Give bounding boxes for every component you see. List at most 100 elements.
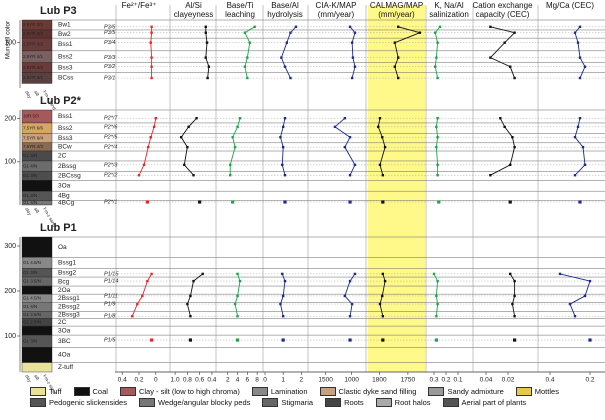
data-point: [397, 76, 400, 80]
horizon-label: 2Bssg: [58, 163, 76, 170]
profile-segment: [394, 42, 399, 58]
data-point: [513, 315, 516, 318]
profile-segment: [150, 126, 155, 138]
horizon-label: Bss2: [58, 125, 73, 132]
data-point: [348, 315, 352, 318]
munsell-label: G1 3/N: [23, 193, 37, 198]
profile-segment: [569, 295, 586, 305]
profile-segment: [189, 281, 194, 297]
x-tick-label: 0.4: [118, 377, 127, 384]
legend: Tuff Coal Clay - silt (low to high chroma)…: [30, 387, 600, 407]
sample-label: P2*/6: [104, 124, 118, 130]
profile-segment: [183, 164, 194, 176]
data-point: [235, 338, 240, 342]
y-tick-label: 100: [4, 159, 16, 166]
legend-item: Tuff: [30, 387, 62, 396]
profile-segment: [244, 57, 248, 67]
legend-item: Clay - silt (low to high chroma): [119, 387, 240, 396]
x-tick-label: 1000: [344, 377, 359, 384]
profile-segment: [577, 118, 581, 127]
profile-segment: [379, 303, 384, 317]
legend-item: Root halos: [375, 398, 431, 407]
x-tick-label: 0.2: [134, 377, 143, 384]
profile-segment: [435, 147, 439, 165]
sample-label: P1/5: [104, 338, 116, 344]
legend-swatch: [251, 387, 268, 396]
profile-segment: [207, 66, 210, 79]
data-point: [573, 136, 577, 139]
data-point: [513, 279, 516, 283]
sample-label: P1/14: [104, 279, 118, 285]
data-point: [279, 136, 282, 139]
data-point: [381, 272, 385, 276]
data-point: [350, 41, 354, 44]
x-tick-label: 0.6: [195, 377, 204, 384]
munsell-label: 2.5YR 4/1: [23, 54, 44, 59]
data-point: [377, 125, 380, 129]
data-point: [281, 315, 285, 318]
data-point: [283, 117, 287, 120]
data-point: [137, 174, 141, 177]
data-point: [378, 302, 382, 306]
legend-swatch: [119, 387, 136, 396]
munsell-label: G1 3/N: [23, 338, 37, 343]
horizon-column: [21, 362, 53, 373]
profile-segment: [577, 42, 581, 58]
data-point: [588, 338, 592, 342]
data-point: [238, 117, 242, 120]
profile-segment: [569, 303, 576, 317]
x-tick-label: 0: [263, 377, 267, 384]
profile-segment: [379, 295, 383, 305]
profile-segment: [237, 118, 241, 127]
section-title: Lub P1: [40, 222, 77, 234]
horizon-label: Bw1: [58, 22, 71, 29]
data-point: [283, 174, 287, 177]
data-point: [588, 279, 592, 283]
profile-segment: [509, 147, 516, 165]
x-tick-label: 0.04: [480, 377, 493, 384]
data-point: [578, 56, 582, 59]
profile-segment: [351, 66, 356, 79]
sample-label: P3/2: [104, 64, 115, 70]
legend-swatch: [428, 387, 445, 396]
data-point: [573, 315, 577, 318]
profile-segment: [435, 304, 439, 317]
data-point: [383, 145, 387, 149]
section-title: Lub P3: [40, 5, 77, 17]
data-point: [348, 136, 352, 139]
data-point: [573, 174, 577, 177]
data-point: [150, 338, 154, 342]
data-point: [201, 272, 204, 276]
data-point: [136, 302, 139, 306]
horizon-label: 3Oa: [58, 183, 71, 190]
munsell-label: G1 4.5/N: [23, 260, 41, 265]
munsell-label: G1 3.5/N: [23, 312, 41, 317]
data-point: [150, 65, 153, 68]
grain-size-label: clay: [24, 207, 33, 217]
profile-segment: [334, 126, 351, 138]
y-tick-label: 100: [4, 40, 16, 47]
profile-segment: [377, 118, 381, 127]
profile-segment: [579, 57, 586, 67]
data-point: [578, 25, 582, 28]
data-point: [393, 41, 396, 44]
data-point: [578, 117, 582, 120]
x-tick-label: 0.3: [429, 377, 438, 384]
x-tick-label: 2: [226, 377, 230, 384]
munsell-label: G1 3/N: [23, 270, 37, 275]
data-point: [246, 76, 249, 80]
data-point: [289, 76, 292, 80]
horizon-label: 2Bssg2: [58, 304, 80, 311]
data-point: [381, 200, 385, 204]
profile-segment: [435, 42, 439, 58]
data-point: [279, 302, 282, 306]
legend-label: Stigmaria: [281, 398, 314, 407]
data-point: [204, 31, 207, 34]
data-point: [508, 200, 512, 204]
data-point: [285, 41, 289, 44]
horizon-label: 2BCssg: [58, 173, 81, 180]
data-point: [189, 294, 192, 298]
profile-segment: [205, 42, 208, 58]
panel-title: Base/Ti leaching: [225, 1, 255, 19]
data-point: [436, 136, 439, 139]
